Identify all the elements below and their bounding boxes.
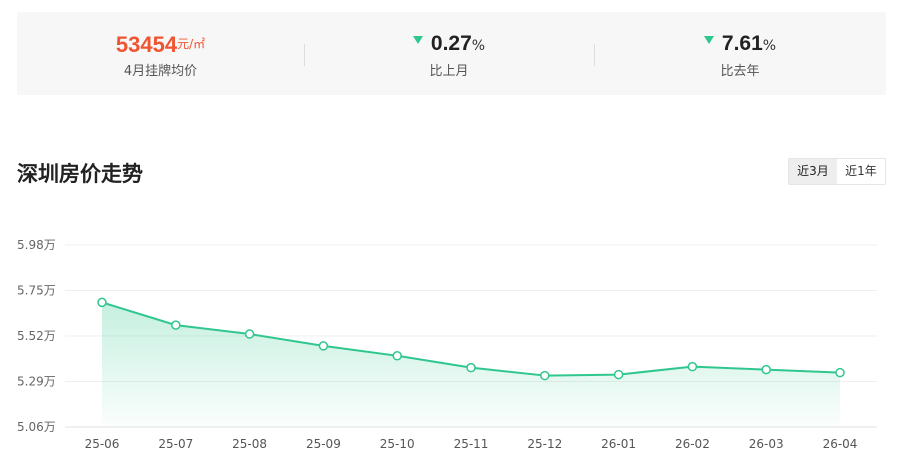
data-point[interactable] <box>244 329 255 339</box>
year-change-label: 比去年 <box>720 64 760 79</box>
series-area <box>102 302 840 427</box>
month-change-label: 比上月 <box>429 64 469 79</box>
month-change-number: 0.27 <box>430 32 472 55</box>
stat-divider <box>304 44 305 66</box>
stat-divider <box>594 44 595 66</box>
data-point[interactable] <box>171 320 181 330</box>
avg-price-unit: 元/㎡ <box>177 37 206 51</box>
data-point[interactable] <box>318 341 329 351</box>
year-change-value: 7.61% <box>594 32 886 58</box>
data-point[interactable] <box>761 364 771 375</box>
x-tick-label: 25-09 <box>306 437 341 451</box>
avg-price-number: 53454 <box>115 32 178 57</box>
x-tick-label: 26-04 <box>823 437 858 451</box>
year-change-stat: 7.61% 比去年 <box>594 12 886 95</box>
data-point[interactable] <box>392 351 402 361</box>
x-tick-label: 25-12 <box>527 437 562 451</box>
x-tick-label: 25-08 <box>232 437 267 451</box>
month-change-unit: % <box>471 38 486 54</box>
data-point[interactable] <box>97 297 107 308</box>
stats-panel: 53454元/㎡ 4月挂牌均价 0.27% 比上月 7.61% 比去年 <box>17 12 886 95</box>
range-toggle: 近3月 近1年 <box>788 158 886 185</box>
avg-price-value: 53454元/㎡ <box>17 32 304 58</box>
x-tick-label: 26-01 <box>601 437 636 451</box>
data-point[interactable] <box>613 369 624 380</box>
x-tick-label: 25-07 <box>158 437 193 451</box>
month-change-value: 0.27% <box>304 32 594 58</box>
data-point[interactable] <box>466 362 476 373</box>
year-change-number: 7.61 <box>721 32 763 55</box>
y-tick-label: 5.06万 <box>17 420 56 434</box>
y-tick-label: 5.75万 <box>17 284 56 298</box>
avg-price-label: 4月挂牌均价 <box>123 64 198 79</box>
price-trend-chart: 5.06万 5.29万 5.52万 5.75万 5.98万 25-06 25-07 25-0… <box>17 238 877 451</box>
y-tick-label: 5.29万 <box>17 375 56 389</box>
x-tick-label: 26-03 <box>749 437 784 451</box>
tab-3-months[interactable]: 近3月 <box>789 159 837 184</box>
year-change-unit: % <box>762 38 777 54</box>
x-tick-label: 25-06 <box>85 437 120 451</box>
x-tick-label: 26-02 <box>675 437 710 451</box>
data-point[interactable] <box>540 370 550 381</box>
y-tick-label: 5.52万 <box>17 329 56 343</box>
chart-title: 深圳房价走势 <box>17 162 143 186</box>
data-point[interactable] <box>835 367 845 378</box>
down-triangle-icon <box>412 36 423 44</box>
down-triangle-icon <box>703 36 714 44</box>
tab-1-year[interactable]: 近1年 <box>845 164 877 178</box>
x-tick-label: 25-11 <box>454 437 489 451</box>
avg-price-stat: 53454元/㎡ 4月挂牌均价 <box>17 12 304 95</box>
x-tick-label: 25-10 <box>380 437 415 451</box>
y-tick-label: 5.98万 <box>17 238 56 252</box>
month-change-stat: 0.27% 比上月 <box>304 12 594 95</box>
data-point[interactable] <box>687 361 698 372</box>
